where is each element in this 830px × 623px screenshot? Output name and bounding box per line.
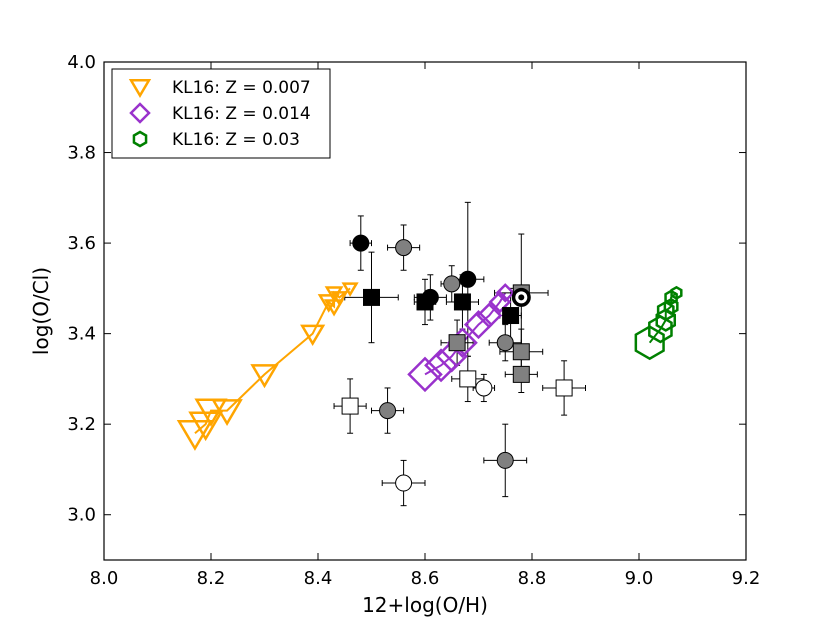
circle-marker bbox=[379, 402, 397, 420]
y-tick-label: 3.0 bbox=[67, 505, 96, 526]
legend-triangle-down-icon bbox=[128, 79, 152, 99]
y-axis-label: log(O/Cl) bbox=[29, 267, 53, 355]
model-line bbox=[424, 292, 507, 376]
hexagon-marker bbox=[655, 308, 677, 332]
square-marker bbox=[512, 365, 530, 383]
circle-marker bbox=[352, 234, 370, 252]
circle-marker bbox=[475, 379, 493, 397]
triangle-down-marker bbox=[176, 419, 214, 451]
circle-marker bbox=[459, 270, 477, 288]
hexagon-marker bbox=[670, 285, 683, 300]
x-axis-label: 12+log(O/H) bbox=[362, 593, 488, 617]
diamond-marker bbox=[476, 302, 503, 329]
diamond-marker bbox=[463, 310, 494, 340]
ticks bbox=[103, 61, 747, 560]
diamond-marker bbox=[495, 283, 516, 303]
triangle-down-marker bbox=[194, 398, 228, 427]
model-lines bbox=[194, 287, 678, 434]
triangle-down-marker bbox=[317, 294, 340, 313]
sun-marker-dot bbox=[518, 294, 525, 301]
markers bbox=[176, 234, 683, 492]
x-tick-label: 8.6 bbox=[411, 568, 440, 589]
circle-marker bbox=[496, 451, 514, 469]
circle-marker bbox=[395, 474, 413, 492]
tick-labels: 8.0 8.2 8.4 8.6 8.8 9.0 9.2 3.0 3.2 3.4 3.6 3.8 4.0 bbox=[67, 52, 760, 589]
square-marker bbox=[453, 293, 471, 311]
circle-marker bbox=[395, 239, 413, 257]
legend: KL16: Z = 0.007 KL16: Z = 0.014 KL16: Z = … bbox=[111, 68, 331, 159]
x-tick-label: 9.2 bbox=[732, 568, 761, 589]
square-marker bbox=[502, 307, 520, 325]
diamond-marker bbox=[407, 356, 443, 393]
square-marker bbox=[363, 288, 380, 306]
square-marker bbox=[341, 397, 359, 415]
hexagon-marker bbox=[664, 289, 678, 306]
hexagon-marker bbox=[634, 325, 665, 361]
legend-diamond-icon bbox=[129, 102, 151, 124]
triangle-down-marker bbox=[211, 399, 243, 426]
triangle-down-marker bbox=[300, 324, 326, 346]
x-tick-label: 8.0 bbox=[90, 568, 119, 589]
square-marker bbox=[459, 370, 477, 388]
x-tick-label: 8.8 bbox=[518, 568, 547, 589]
x-tick-label: 8.2 bbox=[197, 568, 226, 589]
triangle-down-marker bbox=[330, 291, 349, 307]
legend-hexagon-icon bbox=[132, 130, 148, 148]
triangle-down-marker bbox=[250, 364, 279, 389]
legend-label: KL16: Z = 0.007 bbox=[172, 78, 311, 98]
square-marker bbox=[512, 343, 530, 361]
hexagon-marker bbox=[663, 297, 679, 316]
circle-marker bbox=[443, 275, 461, 293]
hexagon-marker bbox=[656, 300, 675, 322]
diamond-marker bbox=[424, 348, 459, 383]
x-tick-label: 9.0 bbox=[625, 568, 654, 589]
y-tick-label: 3.8 bbox=[67, 143, 96, 164]
y-tick-label: 3.2 bbox=[67, 414, 96, 435]
legend-label: KL16: Z = 0.03 bbox=[172, 130, 300, 150]
square-marker bbox=[448, 334, 466, 352]
circle-marker bbox=[496, 334, 514, 352]
hexagon-marker bbox=[648, 314, 673, 344]
y-tick-label: 3.6 bbox=[67, 233, 96, 254]
square-marker bbox=[555, 379, 573, 397]
square-marker bbox=[416, 293, 434, 311]
legend-label: KL16: Z = 0.014 bbox=[172, 104, 311, 124]
y-tick-label: 3.4 bbox=[67, 324, 96, 345]
diamond-marker bbox=[435, 340, 468, 373]
y-tick-label: 4.0 bbox=[67, 52, 96, 73]
triangle-down-marker bbox=[341, 282, 359, 297]
x-tick-label: 8.4 bbox=[304, 568, 333, 589]
legend-items: KL16: Z = 0.007 KL16: Z = 0.014 KL16: Z = … bbox=[128, 78, 311, 150]
